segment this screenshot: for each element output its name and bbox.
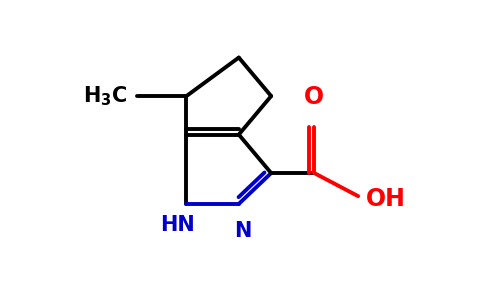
Text: HN: HN — [160, 214, 195, 235]
Text: N: N — [234, 221, 251, 241]
Text: $\mathregular{H_3C}$: $\mathregular{H_3C}$ — [83, 84, 127, 108]
Text: OH: OH — [366, 187, 406, 211]
Text: O: O — [304, 85, 324, 109]
